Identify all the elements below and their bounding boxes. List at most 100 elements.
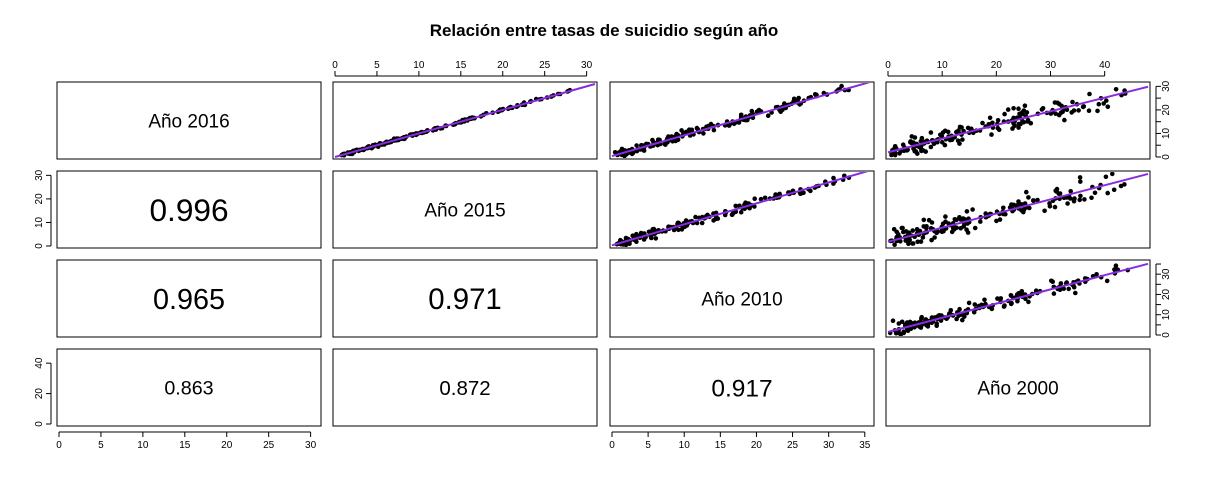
data-point — [1022, 103, 1028, 108]
data-point — [762, 195, 768, 201]
data-point — [1026, 195, 1031, 200]
data-point — [896, 232, 901, 237]
data-point — [928, 144, 934, 150]
data-point — [1078, 179, 1083, 184]
data-point — [686, 128, 692, 133]
data-point — [1087, 91, 1092, 97]
data-point — [906, 230, 912, 235]
data-point — [987, 115, 993, 121]
correlation-label: 0.872 — [439, 377, 490, 400]
data-point — [708, 121, 714, 127]
panel-frame — [885, 348, 1151, 427]
data-point — [952, 217, 958, 222]
data-point — [1077, 197, 1082, 203]
data-point — [1057, 191, 1063, 196]
data-point — [745, 117, 750, 123]
data-point — [960, 216, 966, 221]
data-point — [966, 300, 972, 306]
regression-line — [887, 172, 1149, 243]
data-point — [655, 137, 661, 142]
data-point — [612, 150, 618, 155]
y-tick-label: 0 — [1161, 154, 1172, 160]
data-point — [1077, 175, 1083, 180]
data-point — [939, 133, 945, 139]
x-tick-label: 25 — [539, 60, 551, 71]
data-point — [943, 214, 948, 219]
data-point — [1008, 293, 1014, 298]
data-point — [891, 226, 897, 232]
data-point — [1110, 172, 1115, 177]
data-point — [693, 214, 698, 220]
x-tick-label: 10 — [137, 440, 149, 451]
y-tick-label: 20 — [34, 193, 45, 205]
variable-label-1: Año 2015 — [424, 201, 505, 222]
data-point — [1111, 187, 1117, 193]
x-tick-label: 5 — [645, 440, 651, 451]
data-point — [906, 241, 911, 246]
x-tick-label: 35 — [859, 440, 871, 451]
x-tick-label: 0 — [56, 440, 62, 451]
data-point — [1112, 267, 1117, 272]
data-point — [726, 123, 732, 128]
data-point — [923, 149, 928, 154]
correlation-label: 0.917 — [711, 375, 772, 402]
data-point — [701, 131, 706, 136]
data-point — [758, 196, 764, 202]
y-tick-label: 20 — [34, 388, 45, 400]
data-point — [957, 215, 962, 220]
data-point — [676, 220, 681, 226]
x-tick-label: 20 — [751, 440, 763, 451]
data-point — [1068, 189, 1073, 194]
data-point — [1001, 205, 1006, 211]
data-point — [914, 227, 920, 232]
data-point — [1021, 120, 1026, 125]
data-point — [630, 233, 635, 238]
regression-line — [887, 262, 1149, 333]
x-tick-label: 40 — [1099, 60, 1111, 71]
panel-frame — [56, 81, 322, 160]
data-point — [1070, 99, 1075, 105]
data-point — [990, 120, 995, 126]
data-point — [1078, 193, 1083, 199]
scatter-panel — [887, 172, 1149, 247]
data-point — [954, 129, 959, 135]
regression-line — [611, 83, 871, 158]
y-tick-label: 30 — [1161, 80, 1172, 92]
x-tick-label: 0 — [885, 60, 891, 71]
data-point — [960, 317, 965, 323]
data-point — [1089, 195, 1094, 201]
data-point — [972, 225, 978, 231]
scatter-panel — [611, 172, 869, 247]
scatter-panel — [887, 85, 1149, 158]
data-point — [1068, 196, 1073, 201]
correlation-label: 0.996 — [149, 192, 228, 228]
y-tick-label: 40 — [34, 357, 45, 369]
regression-line — [887, 85, 1149, 154]
data-point — [989, 132, 994, 137]
data-point — [650, 137, 655, 143]
data-point — [908, 139, 913, 145]
scatter-panel — [611, 83, 871, 158]
data-point — [997, 217, 1003, 222]
y-tick-label: 20 — [1161, 288, 1172, 300]
data-point — [1071, 108, 1077, 113]
data-point — [901, 229, 906, 235]
y-tick-label: 0 — [34, 421, 45, 427]
data-point — [921, 217, 927, 223]
data-point — [910, 241, 916, 246]
data-point — [989, 306, 995, 312]
data-point — [1103, 174, 1109, 180]
data-point — [961, 224, 966, 229]
correlation-label: 0.863 — [164, 378, 213, 400]
data-point — [1011, 106, 1016, 111]
data-point — [1028, 120, 1034, 126]
regression-line — [334, 83, 596, 158]
panel-frame — [609, 170, 875, 249]
data-point — [929, 220, 935, 225]
data-point — [982, 297, 987, 303]
x-tick-label: 30 — [581, 60, 593, 71]
x-tick-label: 30 — [823, 440, 835, 451]
data-point — [912, 149, 917, 154]
y-tick-label: 30 — [34, 169, 45, 181]
